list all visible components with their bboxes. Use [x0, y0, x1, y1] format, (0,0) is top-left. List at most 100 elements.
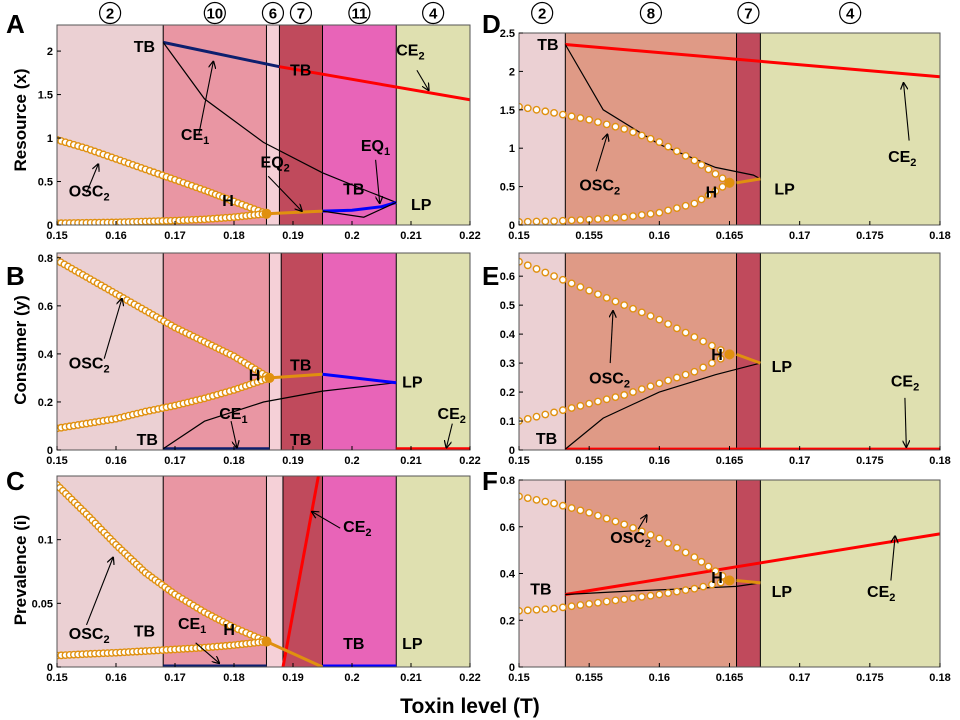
- x-tick-label: 0.17: [164, 230, 185, 242]
- oscillation-point: [576, 114, 585, 122]
- annotation-arrow: [85, 164, 99, 194]
- x-tick-label: 0.17: [789, 455, 810, 467]
- x-tick-label: 0.165: [716, 230, 744, 242]
- oscillation-point: [664, 320, 673, 328]
- hopf-point: [724, 349, 735, 360]
- region-band: [396, 253, 470, 450]
- oscillation-point: [699, 363, 708, 372]
- panel-D: 0.15 0.155 0.16 0.165 0.17 0.175 0.18 0 0.5 1 1.5 2…: [500, 28, 951, 242]
- branch-line-orange: [269, 372, 323, 380]
- region-band: [322, 25, 397, 225]
- oscillation-point: [519, 218, 523, 225]
- curve-label: LP: [772, 359, 793, 376]
- branch-line-black-thin: [162, 42, 397, 203]
- panels: 0.15 0.16 0.17 0.18 0.19 0.2 0.21 0.2200.511.52…: [11, 24, 951, 684]
- curve-label: EQ2: [261, 155, 290, 175]
- branch-line-red: [279, 65, 470, 102]
- oscillation-point: [699, 582, 708, 591]
- oscillation-point: [711, 169, 720, 178]
- annotation-arrow: [446, 423, 453, 448]
- x-tick-label: 0.18: [223, 455, 244, 467]
- x-tick-label: 0.16: [105, 230, 126, 242]
- curve-label: TB: [290, 432, 311, 449]
- oscillation-point: [558, 406, 567, 415]
- curve-label: CE2: [343, 519, 371, 539]
- curve-label: TB: [290, 62, 311, 79]
- curve-label: TB: [290, 358, 311, 375]
- oscillation-point: [629, 212, 637, 221]
- svg-text:10: 10: [206, 6, 223, 23]
- oscillation-point: [523, 217, 532, 225]
- oscillation-point: [664, 539, 673, 548]
- region-band: [565, 253, 737, 450]
- y-tick-label: 0: [509, 662, 515, 674]
- x-tick-label: 0.19: [282, 230, 303, 242]
- oscillation-point: [594, 511, 602, 520]
- oscillation-point: [611, 122, 620, 131]
- oscillation-point: [523, 606, 532, 615]
- y-tick-label: 0.5: [500, 300, 515, 312]
- branch-line-orange: [735, 352, 761, 365]
- curve-label: TB: [536, 431, 557, 448]
- oscillation-point: [602, 514, 611, 523]
- oscillation-point: [637, 592, 646, 601]
- curves: [519, 43, 940, 225]
- y-tick-label: 0: [47, 445, 53, 457]
- oscillation-point: [523, 494, 532, 503]
- svg-text:8: 8: [647, 6, 655, 23]
- oscillation-point: [672, 373, 681, 382]
- y-axis-label: Consumer (y): [11, 295, 30, 405]
- region-band: [519, 480, 566, 667]
- oscillation-point: [672, 587, 681, 596]
- y-tick-label: 1: [509, 143, 515, 155]
- oscillation-point: [594, 215, 602, 223]
- oscillation-point: [558, 501, 567, 510]
- y-tick-label: 0: [509, 220, 515, 232]
- oscillation-point: [576, 283, 585, 291]
- curves: [519, 257, 940, 450]
- oscillation-point: [646, 531, 655, 539]
- region-band: [736, 253, 761, 450]
- oscillation-point: [532, 265, 541, 273]
- annotation-arrow: [610, 311, 613, 364]
- oscillation-point: [550, 408, 558, 417]
- oscillation-point: [672, 147, 681, 156]
- oscillation-point: [655, 208, 664, 217]
- oscillation-point: [716, 346, 725, 354]
- x-tick-label: 0.18: [929, 455, 950, 467]
- y-tick-label: 0.6: [500, 522, 515, 534]
- region-band: [266, 25, 280, 225]
- y-tick-label: 0.5: [500, 182, 515, 194]
- curve-label: LP: [774, 181, 795, 198]
- x-tick-label: 0.155: [575, 455, 603, 467]
- oscillation-point: [646, 134, 655, 143]
- oscillation-point: [664, 206, 673, 215]
- oscillation-point: [550, 108, 558, 117]
- x-tick-label: 0.175: [856, 230, 884, 242]
- annotation-arrow: [195, 642, 220, 663]
- oscillation-point: [567, 602, 576, 611]
- hopf-point: [261, 208, 272, 219]
- oscillation-point: [611, 213, 620, 222]
- oscillation-point: [681, 201, 690, 210]
- panel-letter-C: C: [6, 466, 25, 496]
- oscillation-point: [541, 497, 550, 506]
- x-tick-label: 0.22: [459, 455, 480, 467]
- oscillation-point: [718, 174, 727, 183]
- region-band: [266, 476, 283, 667]
- oscillation-point: [655, 315, 664, 324]
- curve-label: TB: [343, 182, 364, 199]
- oscillation-point: [541, 605, 550, 614]
- annotation-arrow: [312, 512, 341, 529]
- oscillation-point: [519, 257, 523, 266]
- x-tick-label: 0.22: [459, 230, 480, 242]
- oscillation-point: [681, 328, 690, 337]
- x-tick-label: 0.21: [400, 672, 421, 684]
- oscillation-point: [519, 607, 523, 615]
- y-tick-label: 2: [509, 66, 515, 78]
- y-tick-label: 0.8: [500, 475, 515, 487]
- y-tick-label: 0.2: [500, 387, 515, 399]
- oscillation-point: [672, 204, 681, 213]
- region-band: [736, 480, 761, 667]
- oscillation-point: [681, 151, 690, 160]
